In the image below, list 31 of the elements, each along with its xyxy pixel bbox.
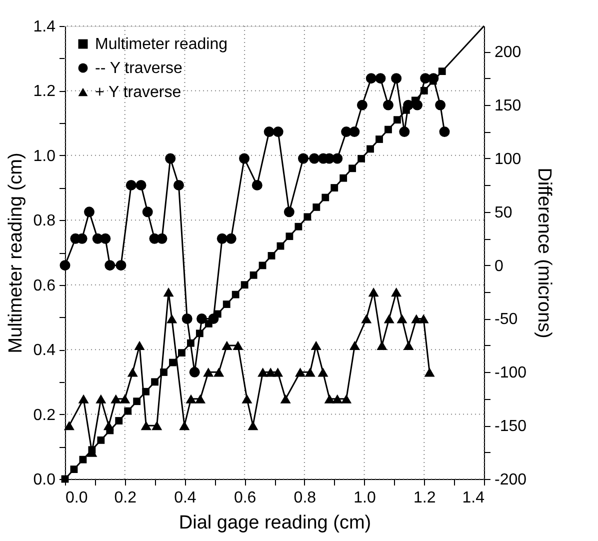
y-tick-label: 0.6 — [33, 277, 56, 294]
y2-tick-label: 100 — [494, 150, 522, 168]
y2-tick-label: 150 — [494, 98, 522, 115]
y2-tick-label: -150 — [494, 418, 527, 436]
y-tick-label: 0.2 — [33, 406, 56, 424]
x-tick-label: 1.0 — [354, 490, 376, 506]
y2-tick-label: -200 — [494, 472, 527, 488]
x-tick-label: 0.8 — [294, 490, 316, 506]
y-axis-title: Multimeter reading (cm) — [5, 152, 26, 354]
y2-tick-label: 200 — [494, 44, 522, 62]
x-tick-label: 0.6 — [234, 490, 256, 506]
y-tick-label: 0.4 — [33, 342, 56, 360]
x-axis-title: Dial gage reading (cm) — [178, 512, 372, 534]
y-tick-label: 0.0 — [33, 472, 56, 488]
y2-tick-label: 0 — [494, 258, 504, 275]
x-tick-label: 1.2 — [414, 490, 436, 506]
x-tick-label: 0.2 — [114, 490, 137, 506]
y-tick-label: 1.4 — [33, 18, 56, 36]
x-tick-label: 1.4 — [462, 490, 485, 506]
x-tick-label: 0.4 — [174, 490, 196, 506]
y-tick-label: 0.8 — [33, 212, 56, 230]
y-tick-label: 1.0 — [33, 148, 56, 165]
x-tick-label: 0.0 — [66, 490, 88, 506]
y-tick-label: 1.2 — [33, 83, 56, 100]
legend-label: Multimeter reading — [95, 36, 228, 53]
y2-axis-title: Difference (microns) — [534, 168, 555, 338]
y2-tick-label: 50 — [494, 204, 512, 222]
y2-tick-label: -100 — [494, 364, 527, 382]
legend-label: -- Y traverse — [95, 60, 183, 77]
y2-tick-label: -50 — [494, 311, 518, 328]
legend-label: + Y traverse — [95, 84, 182, 101]
